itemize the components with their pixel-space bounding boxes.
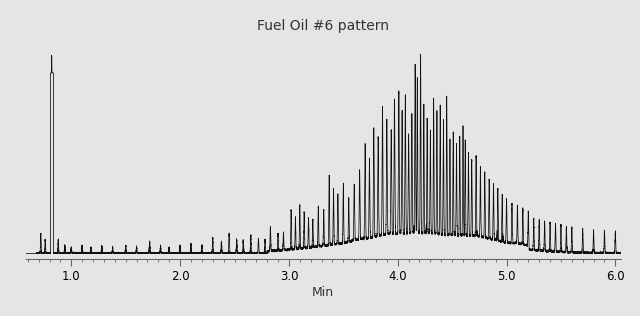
X-axis label: Min: Min <box>312 286 334 299</box>
Title: Fuel Oil #6 pattern: Fuel Oil #6 pattern <box>257 19 389 33</box>
